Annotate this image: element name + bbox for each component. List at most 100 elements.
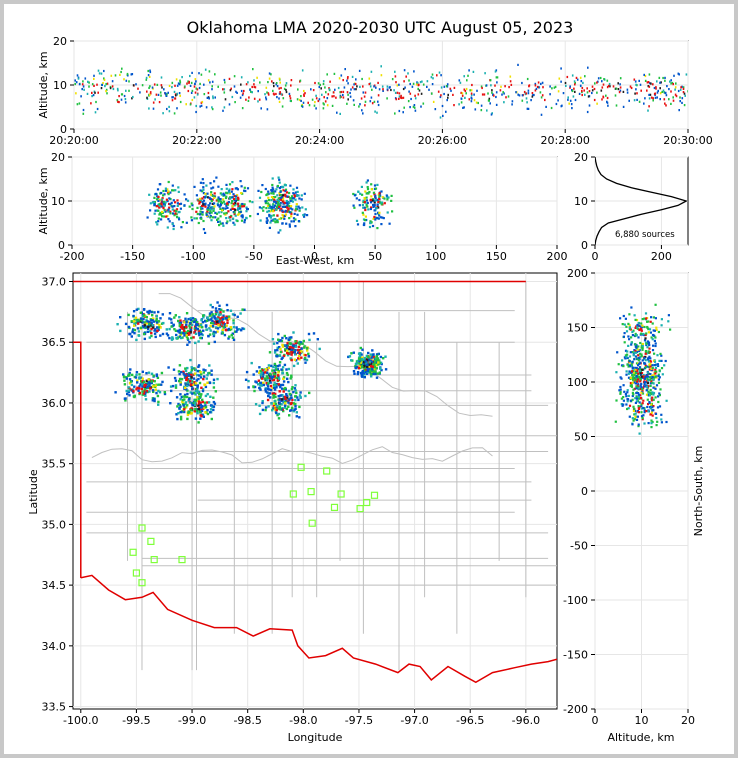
source-pixel: [143, 337, 146, 341]
ew-source-pixel: [298, 197, 301, 200]
ew-source-pixel: [231, 200, 234, 203]
th-source-pixel: [668, 98, 670, 101]
source-pixel: [280, 398, 284, 401]
th-source-pixel: [88, 85, 90, 88]
ew-source-pixel: [290, 195, 294, 198]
ew-source-pixel: [171, 189, 174, 192]
source-pixel: [139, 383, 142, 386]
source-pixel: [200, 393, 203, 396]
plan-x-tick-label: -98.0: [289, 714, 317, 727]
ns-source-pixel: [650, 426, 653, 429]
th-source-pixel: [377, 81, 379, 84]
th-source-pixel: [91, 83, 94, 86]
th-source-pixel: [110, 74, 113, 77]
source-pixel: [271, 378, 274, 382]
th-source-pixel: [127, 74, 129, 77]
source-pixel: [285, 407, 289, 411]
ew-source-pixel: [304, 208, 307, 211]
ew-source-pixel: [191, 207, 194, 211]
ns-source-pixel: [626, 389, 629, 392]
source-pixel: [261, 400, 264, 403]
source-pixel: [122, 375, 126, 378]
source-pixel: [137, 387, 141, 390]
source-pixel: [218, 308, 221, 311]
ns-source-pixel: [644, 350, 647, 353]
th-source-pixel: [469, 89, 471, 92]
ns-source-pixel: [623, 332, 626, 335]
ew-source-pixel: [276, 221, 279, 224]
source-pixel: [286, 396, 289, 399]
ew-source-pixel: [156, 188, 160, 191]
source-pixel: [263, 371, 267, 374]
ew-source-pixel: [283, 201, 286, 205]
source-pixel: [230, 333, 233, 337]
source-pixel: [203, 401, 207, 404]
source-pixel: [279, 347, 282, 351]
source-pixel: [143, 332, 146, 336]
th-source-pixel: [597, 77, 600, 80]
source-pixel: [182, 332, 185, 335]
ns-source-pixel: [646, 398, 649, 401]
ns-source-pixel: [648, 328, 652, 331]
th-source-pixel: [230, 87, 232, 90]
ew-source-pixel: [356, 223, 360, 226]
source-pixel: [205, 319, 209, 322]
ns-source-pixel: [660, 418, 663, 421]
source-pixel: [188, 397, 191, 401]
ew-source-pixel: [279, 197, 282, 200]
th-source-pixel: [394, 91, 397, 94]
source-pixel: [152, 320, 156, 323]
th-source-pixel: [266, 91, 268, 94]
source-pixel: [369, 369, 373, 372]
ns-source-pixel: [645, 384, 648, 387]
ns-source-pixel: [654, 375, 657, 378]
ns-source-pixel: [660, 318, 663, 321]
ew-source-pixel: [157, 209, 160, 212]
th-source-pixel: [195, 104, 197, 108]
ew-x-tick-label: 0: [311, 250, 318, 263]
ns-x-tick-label: 0: [592, 714, 599, 727]
ew-source-pixel: [270, 196, 274, 199]
ns-source-pixel: [637, 336, 640, 339]
source-pixel: [125, 389, 128, 393]
source-pixel: [264, 388, 267, 391]
source-pixel: [206, 401, 209, 404]
source-pixel: [281, 336, 284, 340]
th-source-pixel: [149, 69, 151, 72]
ew-source-pixel: [193, 217, 196, 220]
ns-source-pixel: [644, 355, 647, 358]
th-source-pixel: [251, 91, 253, 94]
ns-source-pixel: [637, 425, 640, 428]
th-source-pixel: [207, 96, 210, 99]
th-source-pixel: [439, 95, 442, 99]
source-pixel: [356, 359, 360, 363]
source-pixel: [128, 371, 131, 375]
th-source-pixel: [322, 80, 325, 83]
th-source-pixel: [314, 101, 316, 104]
th-source-pixel: [465, 92, 467, 95]
th-source-pixel: [96, 107, 99, 111]
ew-source-pixel: [282, 200, 285, 203]
th-source-pixel: [400, 96, 403, 100]
source-pixel: [140, 380, 143, 383]
source-pixel: [374, 370, 377, 373]
th-source-pixel: [386, 88, 389, 91]
source-pixel: [194, 390, 198, 393]
ew-source-pixel: [169, 210, 172, 213]
ew-source-pixel: [362, 201, 365, 204]
ew-source-pixel: [374, 199, 377, 202]
source-pixel: [261, 408, 265, 412]
th-source-pixel: [346, 91, 349, 94]
ns-source-pixel: [636, 380, 639, 383]
source-pixel: [202, 415, 205, 418]
th-source-pixel: [123, 78, 125, 81]
source-pixel: [123, 379, 126, 382]
source-pixel: [204, 404, 207, 407]
th-source-pixel: [117, 100, 119, 103]
ns-source-pixel: [639, 377, 642, 380]
ns-source-pixel: [636, 385, 639, 389]
source-pixel: [212, 381, 215, 385]
source-pixel: [187, 373, 190, 377]
ns-source-pixel: [643, 377, 646, 380]
ns-source-pixel: [622, 365, 625, 368]
